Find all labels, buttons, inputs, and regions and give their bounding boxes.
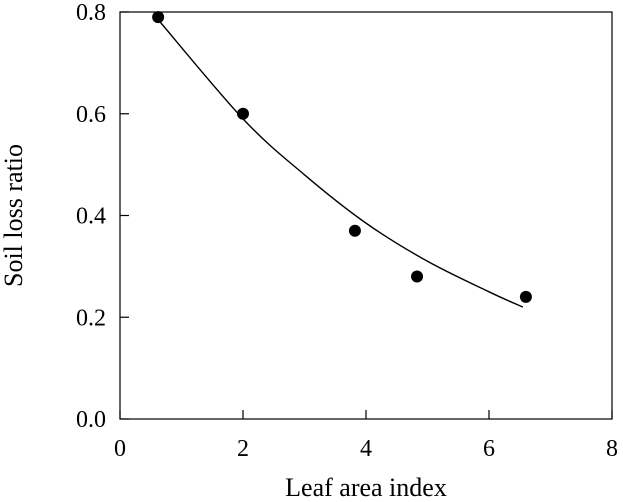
data-point (411, 270, 424, 283)
data-point (348, 224, 361, 237)
data-point (237, 107, 249, 120)
x-tick-label: 8 (606, 436, 618, 462)
data-point (519, 290, 532, 303)
fit-curve-layer (157, 19, 524, 308)
x-tick-label: 6 (483, 436, 495, 462)
plot-border (119, 11, 613, 420)
y-tick-label: 0.4 (76, 204, 106, 230)
y-tick-label: 0.0 (76, 407, 106, 433)
y-tick-label: 0.2 (76, 305, 106, 331)
y-tick-label: 0.8 (76, 0, 106, 26)
y-axis: 0.0 0.2 0.4 0.6 0.8 (76, 0, 129, 433)
fit-curve (157, 19, 524, 308)
y-axis-title: Soil loss ratio (0, 144, 28, 287)
x-axis: 0 2 4 6 8 (114, 410, 618, 462)
x-tick-label: 4 (360, 436, 372, 462)
data-point (152, 11, 165, 24)
x-axis-title: Leaf area index (285, 473, 447, 502)
x-tick-label: 0 (114, 436, 126, 462)
x-tick-label: 2 (237, 436, 249, 462)
plot-frame (119, 11, 613, 420)
y-tick-label: 0.6 (76, 102, 106, 128)
data-points-layer (152, 11, 532, 303)
